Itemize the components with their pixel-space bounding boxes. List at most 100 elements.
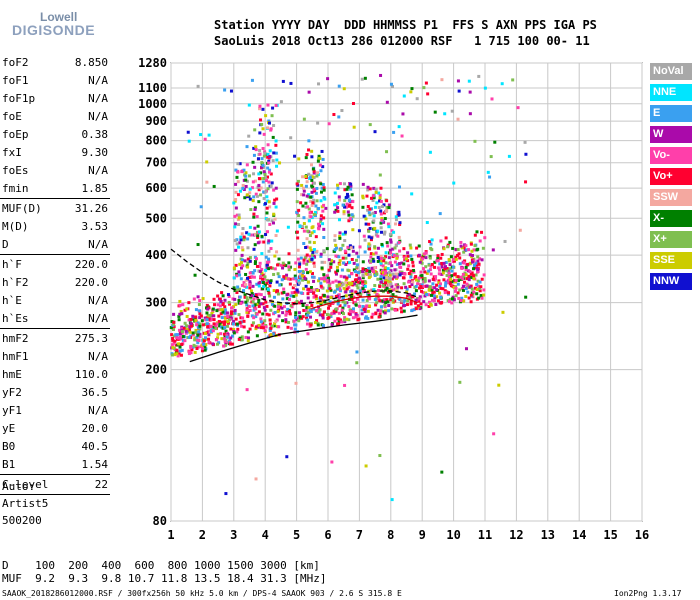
echo-point xyxy=(281,297,285,301)
echo-point xyxy=(305,316,309,320)
param-name: C-level xyxy=(2,478,49,491)
echo-point xyxy=(470,291,474,295)
echo-point xyxy=(236,218,240,222)
echo-point xyxy=(345,301,349,305)
x-tick-label: 2 xyxy=(199,528,206,542)
echo-point xyxy=(222,332,226,336)
echo-point xyxy=(298,301,302,305)
echo-point xyxy=(418,307,422,311)
echo-point xyxy=(348,198,352,202)
echo-point xyxy=(217,319,221,323)
echo-point xyxy=(463,259,467,263)
echo-point xyxy=(346,210,350,214)
echo-point xyxy=(319,300,323,304)
echo-point xyxy=(250,292,254,296)
echo-point xyxy=(348,217,352,221)
echo-point xyxy=(507,154,511,158)
echo-point xyxy=(419,302,423,306)
echo-point xyxy=(334,254,338,258)
echo-point xyxy=(417,253,421,257)
echo-point xyxy=(229,312,233,316)
echo-point xyxy=(223,335,227,339)
echo-point xyxy=(302,189,306,193)
echo-point xyxy=(263,308,267,312)
echo-point xyxy=(268,328,272,332)
echo-point xyxy=(262,132,266,136)
echo-point xyxy=(284,320,288,324)
echo-point xyxy=(477,262,481,266)
echo-point xyxy=(240,324,244,328)
echo-point xyxy=(353,270,357,274)
echo-point xyxy=(340,320,344,324)
echo-point xyxy=(351,283,355,287)
echo-point xyxy=(300,183,304,187)
echo-point xyxy=(241,316,245,320)
echo-point xyxy=(305,306,309,310)
echo-point xyxy=(383,281,387,285)
echo-point xyxy=(369,252,373,256)
echo-point xyxy=(383,217,387,221)
echo-point xyxy=(223,305,227,309)
echo-point xyxy=(452,298,456,302)
echo-point xyxy=(242,325,246,329)
echo-point xyxy=(332,309,336,313)
echo-point xyxy=(230,306,234,310)
echo-point xyxy=(482,288,486,292)
echo-point xyxy=(375,272,379,276)
echo-point xyxy=(374,311,378,315)
echo-point xyxy=(300,225,304,229)
echo-point xyxy=(264,300,268,304)
echo-point xyxy=(315,249,319,253)
echo-point xyxy=(451,265,455,269)
echo-point xyxy=(288,277,292,281)
echo-point xyxy=(323,197,327,201)
echo-point xyxy=(258,152,262,156)
echo-point xyxy=(205,160,209,164)
echo-point xyxy=(351,200,355,204)
param-name: yF1 xyxy=(2,404,22,417)
echo-point xyxy=(376,277,380,281)
echo-point xyxy=(332,311,336,315)
echo-point xyxy=(478,257,482,261)
echo-point xyxy=(261,163,265,167)
echo-point xyxy=(448,240,452,244)
echo-point xyxy=(253,207,257,211)
echo-point xyxy=(321,182,325,186)
echo-point xyxy=(393,222,397,226)
echo-point xyxy=(262,240,266,244)
echo-point xyxy=(311,167,315,171)
echo-point xyxy=(263,173,267,177)
echo-point xyxy=(400,261,404,265)
echo-point xyxy=(465,248,469,252)
param-row-foes: foEs N/A xyxy=(2,164,108,178)
echo-point xyxy=(257,292,261,296)
echo-point xyxy=(345,187,349,191)
echo-point xyxy=(450,274,454,278)
echo-point xyxy=(273,304,277,308)
echo-point xyxy=(443,284,447,288)
echo-point xyxy=(267,249,271,253)
echo-point xyxy=(319,284,323,288)
echo-point xyxy=(301,278,305,282)
echo-point xyxy=(294,311,298,315)
echo-point xyxy=(282,276,286,280)
echo-point xyxy=(441,271,445,275)
echo-point xyxy=(394,244,398,248)
echo-point xyxy=(314,235,318,239)
echo-point xyxy=(304,205,308,209)
echo-point xyxy=(387,276,391,280)
echo-point xyxy=(250,323,254,327)
y-tick-label: 300 xyxy=(145,296,167,310)
echo-point xyxy=(297,214,301,218)
echo-point xyxy=(432,294,436,298)
echo-point xyxy=(423,276,427,280)
echo-point xyxy=(247,134,251,138)
echo-point xyxy=(440,261,444,265)
echo-point xyxy=(489,155,493,159)
echo-point xyxy=(415,97,419,101)
echo-point xyxy=(326,295,330,299)
echo-point xyxy=(424,303,428,307)
echo-point xyxy=(434,275,438,279)
param-row-fof1: foF1 N/A xyxy=(2,74,108,88)
echo-point xyxy=(341,306,345,310)
